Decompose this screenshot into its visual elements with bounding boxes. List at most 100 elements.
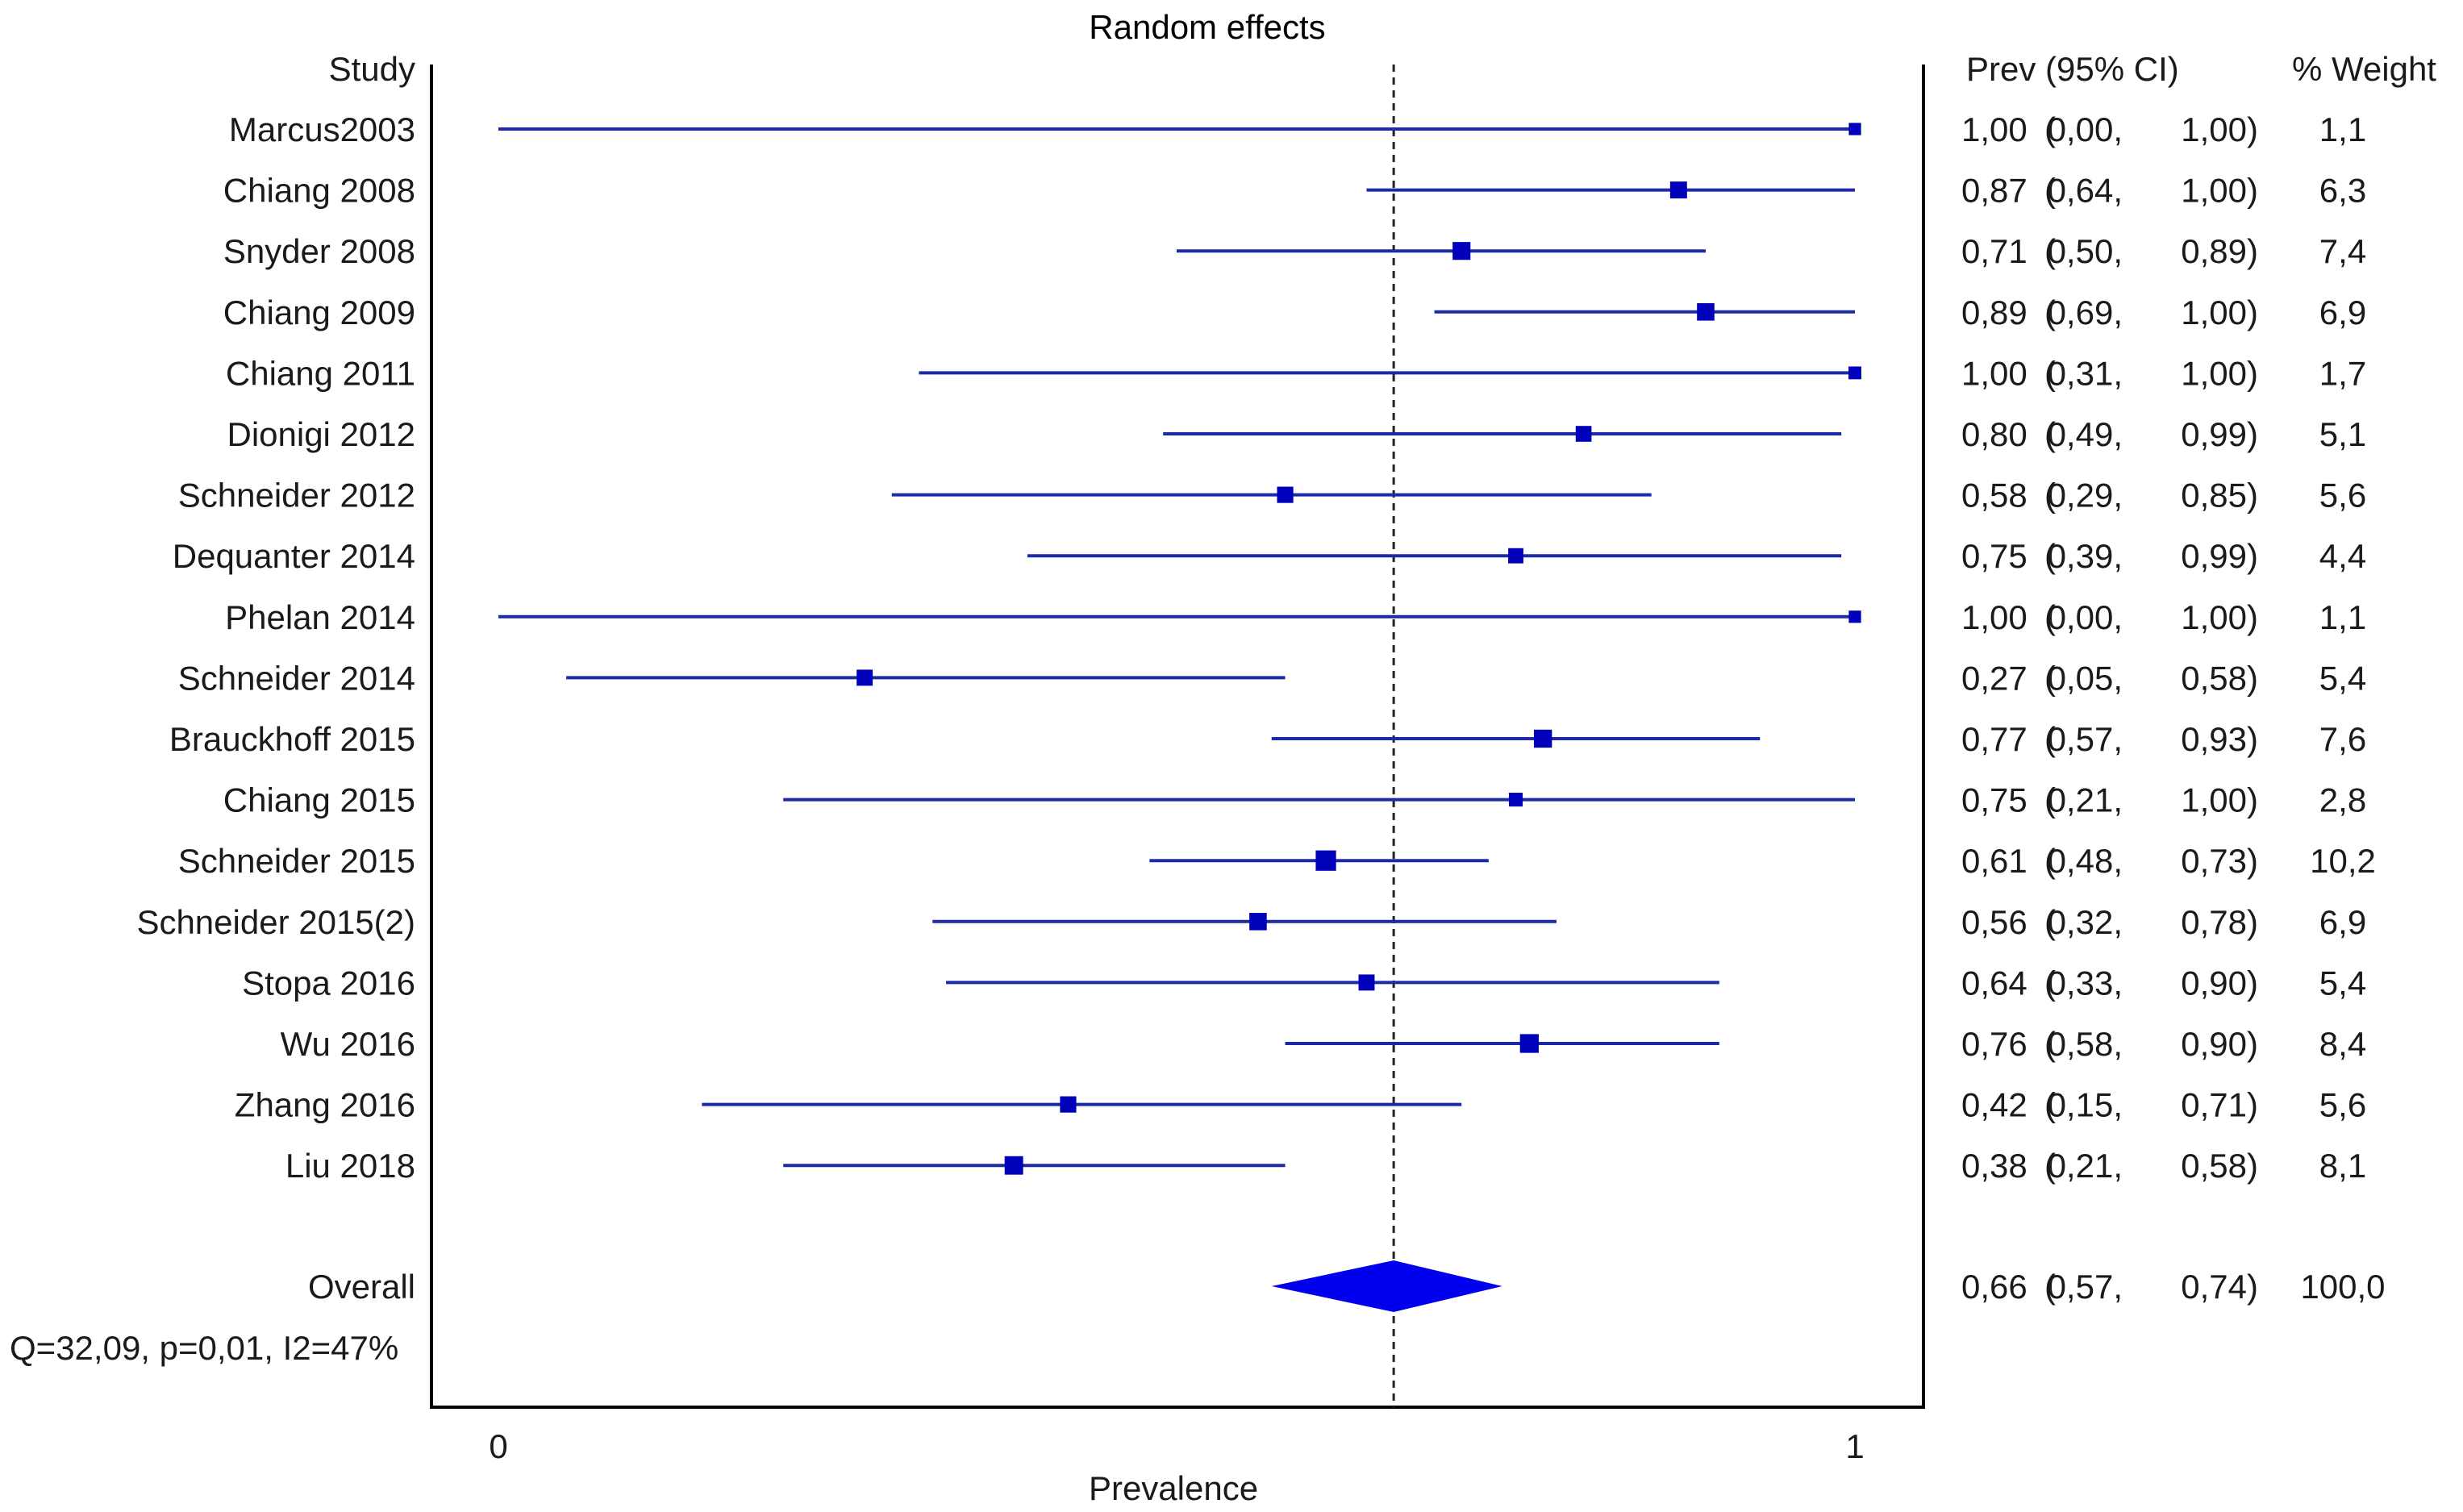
study-label: Dionigi 2012 xyxy=(227,415,415,453)
study-label: Chiang 2015 xyxy=(223,781,415,819)
study-weight: 7,4 xyxy=(2319,232,2366,270)
study-weight: 1,1 xyxy=(2319,598,2366,636)
weight-column-header: % Weight xyxy=(2292,50,2436,88)
x-axis-label: Prevalence xyxy=(1089,1469,1258,1507)
study-weight: 8,4 xyxy=(2319,1025,2366,1063)
point-estimate-marker xyxy=(1452,242,1471,260)
study-label: Schneider 2015 xyxy=(178,842,415,880)
study-upper: 1,00) xyxy=(2181,110,2258,148)
study-column-header: Study xyxy=(329,50,415,88)
study-lower: 0,15, xyxy=(2048,1086,2123,1124)
point-estimate-marker xyxy=(1249,913,1267,931)
study-lower: 0,32, xyxy=(2048,903,2123,941)
point-estimate-marker xyxy=(1848,610,1861,623)
study-upper: 1,00) xyxy=(2181,172,2258,210)
study-lower: 0,64, xyxy=(2048,172,2123,210)
study-weight: 6,9 xyxy=(2319,903,2366,941)
study-open-paren: ( xyxy=(2044,172,2056,210)
study-lower: 0,57, xyxy=(2048,720,2123,758)
study-upper: 1,00) xyxy=(2181,781,2258,819)
study-open-paren: ( xyxy=(2044,477,2056,514)
study-prev: 0,76 xyxy=(1961,1025,2027,1063)
point-estimate-marker xyxy=(1508,793,1523,807)
point-estimate-marker xyxy=(1519,1034,1539,1053)
estimate-column-header: Prev (95% CI) xyxy=(1966,50,2179,88)
chart-title: Random effects xyxy=(1089,8,1325,46)
study-prev: 0,77 xyxy=(1961,720,2027,758)
study-weight: 10,2 xyxy=(2310,842,2376,880)
study-weight: 7,6 xyxy=(2319,720,2366,758)
study-upper: 0,73) xyxy=(2181,842,2258,880)
study-open-paren: ( xyxy=(2044,659,2056,697)
study-weight: 5,1 xyxy=(2319,415,2366,453)
study-lower: 0,21, xyxy=(2048,1147,2123,1185)
study-lower: 0,39, xyxy=(2048,537,2123,575)
study-prev: 0,42 xyxy=(1961,1086,2027,1124)
study-weight: 5,6 xyxy=(2319,477,2366,514)
point-estimate-marker xyxy=(1697,303,1715,321)
study-weight: 6,3 xyxy=(2319,172,2366,210)
overall-diamond xyxy=(1271,1260,1502,1312)
study-label: Schneider 2015(2) xyxy=(136,903,415,941)
study-lower: 0,29, xyxy=(2048,477,2123,514)
study-prev: 0,89 xyxy=(1961,294,2027,331)
study-prev: 0,71 xyxy=(1961,232,2027,270)
study-lower: 0,33, xyxy=(2048,964,2123,1002)
study-label: Phelan 2014 xyxy=(225,598,415,636)
study-lower: 0,21, xyxy=(2048,781,2123,819)
study-prev: 0,87 xyxy=(1961,172,2027,210)
study-label: Wu 2016 xyxy=(281,1025,415,1063)
study-upper: 0,58) xyxy=(2181,659,2258,697)
study-open-paren: ( xyxy=(2044,903,2056,941)
point-estimate-marker xyxy=(1315,850,1336,871)
study-weight: 6,9 xyxy=(2319,294,2366,331)
overall-open-paren: ( xyxy=(2044,1268,2056,1306)
study-prev: 0,58 xyxy=(1961,477,2027,514)
study-lower: 0,49, xyxy=(2048,415,2123,453)
study-open-paren: ( xyxy=(2044,1086,2056,1124)
study-open-paren: ( xyxy=(2044,415,2056,453)
study-prev: 0,38 xyxy=(1961,1147,2027,1185)
point-estimate-marker xyxy=(1004,1156,1023,1175)
study-upper: 1,00) xyxy=(2181,294,2258,331)
study-label: Liu 2018 xyxy=(285,1147,415,1185)
study-lower: 0,31, xyxy=(2048,354,2123,392)
study-upper: 1,00) xyxy=(2181,598,2258,636)
study-prev: 0,64 xyxy=(1961,964,2027,1002)
study-weight: 5,4 xyxy=(2319,659,2366,697)
study-weight: 1,1 xyxy=(2319,110,2366,148)
study-prev: 0,80 xyxy=(1961,415,2027,453)
overall-weight: 100,0 xyxy=(2300,1268,2385,1306)
study-open-paren: ( xyxy=(2044,1147,2056,1185)
study-open-paren: ( xyxy=(2044,1025,2056,1063)
overall-upper: 0,74) xyxy=(2181,1268,2258,1306)
study-upper: 0,78) xyxy=(2181,903,2258,941)
x-tick-label-1: 1 xyxy=(1845,1427,1864,1465)
study-prev: 0,27 xyxy=(1961,659,2027,697)
point-estimate-marker xyxy=(1533,729,1552,748)
plot-frame xyxy=(430,65,1925,1409)
point-estimate-marker xyxy=(1508,548,1523,564)
study-open-paren: ( xyxy=(2044,964,2056,1002)
study-weight: 5,6 xyxy=(2319,1086,2366,1124)
study-prev: 0,75 xyxy=(1961,781,2027,819)
point-estimate-marker xyxy=(1669,181,1687,199)
study-label: Schneider 2014 xyxy=(178,659,415,697)
study-lower: 0,58, xyxy=(2048,1025,2123,1063)
study-open-paren: ( xyxy=(2044,232,2056,270)
study-open-paren: ( xyxy=(2044,294,2056,331)
heterogeneity-stats: Q=32,09, p=0,01, I2=47% xyxy=(10,1329,398,1367)
study-label: Zhang 2016 xyxy=(235,1086,415,1124)
point-estimate-marker xyxy=(1848,366,1861,380)
study-lower: 0,69, xyxy=(2048,294,2123,331)
study-lower: 0,00, xyxy=(2048,598,2123,636)
study-open-paren: ( xyxy=(2044,354,2056,392)
overall-prev: 0,66 xyxy=(1961,1268,2027,1306)
point-estimate-marker xyxy=(1848,123,1861,135)
point-estimate-marker xyxy=(856,669,873,686)
study-upper: 0,99) xyxy=(2181,415,2258,453)
study-lower: 0,50, xyxy=(2048,232,2123,270)
study-prev: 1,00 xyxy=(1961,354,2027,392)
study-upper: 0,90) xyxy=(2181,1025,2258,1063)
